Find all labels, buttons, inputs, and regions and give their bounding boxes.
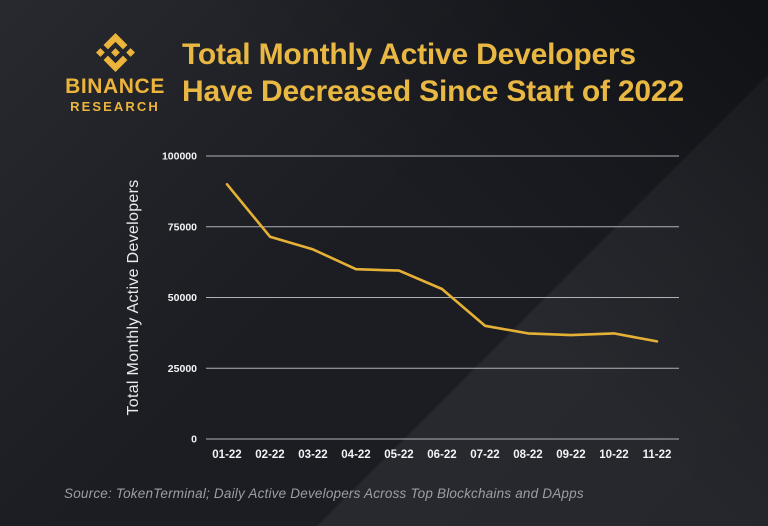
y-tick-label: 0: [191, 434, 197, 446]
x-tick-label: 06-22: [427, 449, 456, 461]
page-title-line1: Total Monthly Active Developers: [182, 38, 636, 71]
y-tick-label: 75000: [168, 221, 197, 233]
page-title: Total Monthly Active Developers Have Dec…: [182, 36, 684, 110]
x-tick-label: 10-22: [599, 449, 628, 461]
binance-logo-icon: [95, 33, 135, 72]
x-tick-label: 04-22: [341, 449, 370, 461]
x-tick-label: 09-22: [556, 449, 585, 461]
brand-subtitle: RESEARCH: [70, 99, 160, 114]
source-note: Source: TokenTerminal; Daily Active Deve…: [64, 486, 584, 501]
x-tick-label: 03-22: [298, 449, 327, 461]
x-tick-label: 05-22: [384, 449, 413, 461]
x-tick-label: 08-22: [513, 449, 542, 461]
y-tick-label: 25000: [168, 363, 197, 375]
line-chart-svg: 0 25000 50000 75000 100000 01-22 02-22 03-22 04-…: [125, 151, 679, 461]
page-title-line2: Have Decreased Since Start of 2022: [182, 75, 684, 108]
data-line-series: [225, 182, 659, 343]
y-tick-label: 100000: [162, 151, 197, 163]
line-chart: 0 25000 50000 75000 100000 01-22 02-22 03-22 04-…: [64, 140, 704, 470]
x-tick-label: 11-22: [643, 449, 672, 461]
y-axis-title: Total Monthly Active Developers: [125, 179, 142, 415]
y-tick-label: 50000: [168, 292, 197, 304]
brand-block: BINANCE RESEARCH: [58, 33, 172, 113]
x-tick-label: 02-22: [255, 449, 284, 461]
x-tick-label: 01-22: [212, 449, 241, 461]
x-tick-label: 07-22: [470, 449, 499, 461]
brand-name: BINANCE: [65, 75, 165, 98]
